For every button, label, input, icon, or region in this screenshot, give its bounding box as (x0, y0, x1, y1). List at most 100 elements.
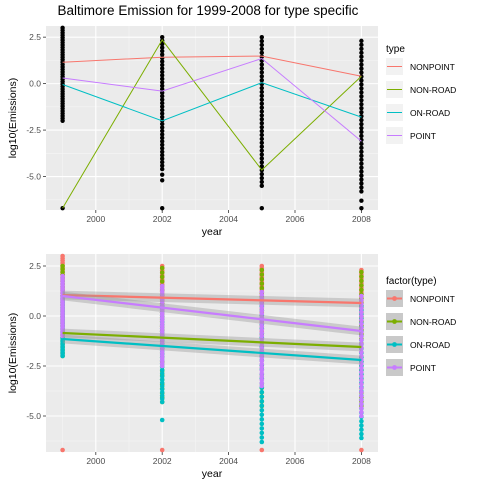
data-point (359, 161, 364, 166)
data-point-point (359, 293, 364, 299)
data-point (259, 132, 264, 138)
data-point-point (359, 385, 364, 391)
data-point (359, 185, 364, 190)
data-point (160, 45, 165, 50)
data-point (259, 160, 264, 165)
legend-label-nonpoint: NONPOINT (410, 62, 455, 72)
data-point (160, 107, 165, 113)
data-point (160, 205, 165, 211)
data-point (259, 113, 264, 118)
data-point (259, 152, 264, 157)
data-point-nonpoint (60, 447, 65, 453)
legend-title: factor(type) (386, 276, 437, 287)
data-point-point (359, 297, 364, 303)
data-point-on-road (359, 418, 364, 424)
data-point (160, 97, 165, 102)
data-point (259, 42, 264, 48)
data-point-on-road (159, 380, 165, 386)
data-point (259, 97, 264, 102)
data-point-non-road (359, 278, 364, 284)
data-point (60, 25, 65, 31)
data-point-on-road (359, 423, 364, 428)
data-point (160, 178, 165, 183)
data-point (160, 114, 165, 120)
x-tick-label: 2002 (153, 214, 172, 224)
data-point-point (359, 317, 364, 323)
data-point-point (359, 369, 364, 375)
data-point (160, 34, 165, 40)
y-tick-label: 0.0 (29, 311, 41, 321)
data-point (160, 93, 165, 99)
data-point (359, 121, 364, 127)
data-point-point (359, 353, 364, 359)
data-point (259, 105, 264, 110)
data-point (160, 66, 165, 71)
legend-label-non-road: NON-ROAD (410, 317, 456, 327)
data-point (259, 156, 264, 161)
data-point (359, 70, 364, 75)
legend-label-on-road: ON-ROAD (410, 108, 450, 118)
data-point-point (359, 373, 364, 379)
data-point-on-road (259, 430, 265, 436)
data-point (160, 76, 165, 82)
data-point-non-road (359, 287, 364, 293)
y-axis-label: log10(Emissions) (7, 78, 19, 159)
data-point (359, 58, 364, 63)
data-point (359, 106, 364, 111)
data-point (259, 136, 264, 142)
data-point-point (359, 381, 364, 387)
data-point-non-road (359, 283, 364, 288)
data-point (359, 98, 364, 103)
data-point-point (359, 409, 364, 415)
data-point-on-road (159, 417, 165, 423)
data-point-point (359, 361, 364, 367)
data-point (359, 66, 364, 71)
x-tick-label: 2000 (86, 214, 105, 224)
data-point (359, 94, 364, 99)
data-point (160, 62, 165, 68)
series-line-non-road (62, 39, 362, 209)
data-point-on-road (259, 398, 265, 404)
data-point (359, 149, 364, 154)
data-point-non-road (60, 263, 65, 269)
top-plot: 2000 2002 2004 2006 2008 -5.0 -2.5 0.0 2.5 year lo… (7, 25, 456, 238)
data-point (359, 169, 364, 174)
data-point (259, 77, 264, 83)
data-point-non-road (259, 281, 265, 286)
data-point (160, 156, 165, 161)
legend-marker-point (392, 365, 397, 370)
data-point-on-road (159, 386, 165, 392)
data-point-on-road (159, 377, 165, 382)
data-point (259, 74, 264, 79)
data-point (160, 159, 165, 165)
y-tick-label: -5.0 (26, 411, 41, 421)
y-tick-label: 2.5 (29, 261, 41, 271)
data-point (259, 50, 264, 56)
trend-line-on-road (62, 337, 362, 362)
data-point-point (359, 413, 364, 419)
data-point-on-road (259, 403, 265, 409)
data-point (160, 135, 165, 141)
data-point (160, 172, 165, 177)
data-point-nonpoint (159, 447, 165, 453)
x-axis-label: year (202, 468, 223, 480)
data-point-on-road (359, 427, 364, 433)
data-point (160, 73, 165, 78)
data-point-on-road (159, 390, 165, 395)
x-tick-label: 2004 (219, 456, 238, 466)
data-point-non-road (159, 270, 165, 275)
data-point-on-road (359, 435, 364, 441)
legend-label-on-road: ON-ROAD (410, 340, 450, 350)
series-line-point (62, 57, 362, 142)
data-point (160, 83, 165, 88)
data-point-on-road (259, 394, 265, 399)
data-point-on-road (259, 407, 265, 413)
data-point (359, 133, 364, 139)
data-point-on-road (159, 396, 165, 402)
data-point (160, 139, 165, 144)
x-tick-label: 2008 (352, 214, 371, 224)
data-point-on-road (259, 439, 265, 445)
data-point (259, 148, 264, 153)
data-point (359, 137, 364, 143)
